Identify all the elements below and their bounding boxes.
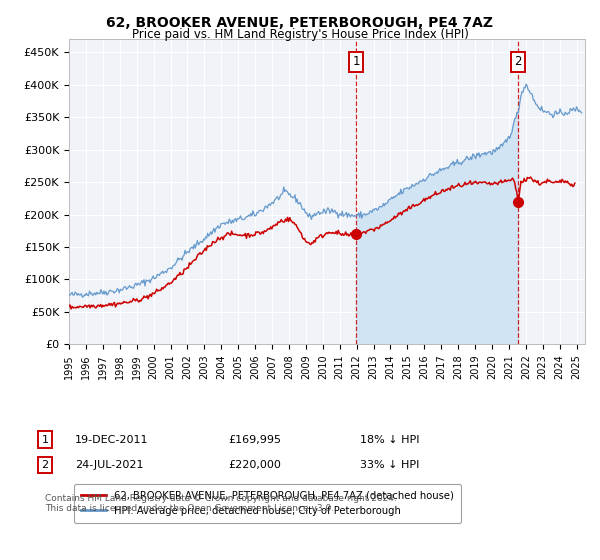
Text: £220,000: £220,000 (228, 460, 281, 470)
Text: Contains HM Land Registry data © Crown copyright and database right 2024.
This d: Contains HM Land Registry data © Crown c… (45, 494, 397, 514)
Text: 62, BROOKER AVENUE, PETERBOROUGH, PE4 7AZ: 62, BROOKER AVENUE, PETERBOROUGH, PE4 7A… (107, 16, 493, 30)
Text: 33% ↓ HPI: 33% ↓ HPI (360, 460, 419, 470)
Text: 1: 1 (41, 435, 49, 445)
Text: Price paid vs. HM Land Registry's House Price Index (HPI): Price paid vs. HM Land Registry's House … (131, 28, 469, 41)
Text: 18% ↓ HPI: 18% ↓ HPI (360, 435, 419, 445)
Text: 2: 2 (515, 55, 522, 68)
Legend: 62, BROOKER AVENUE, PETERBOROUGH, PE4 7AZ (detached house), HPI: Average price, : 62, BROOKER AVENUE, PETERBOROUGH, PE4 7A… (74, 484, 461, 522)
Text: 19-DEC-2011: 19-DEC-2011 (75, 435, 149, 445)
Text: £169,995: £169,995 (228, 435, 281, 445)
Text: 1: 1 (352, 55, 360, 68)
Text: 24-JUL-2021: 24-JUL-2021 (75, 460, 143, 470)
Text: 2: 2 (41, 460, 49, 470)
